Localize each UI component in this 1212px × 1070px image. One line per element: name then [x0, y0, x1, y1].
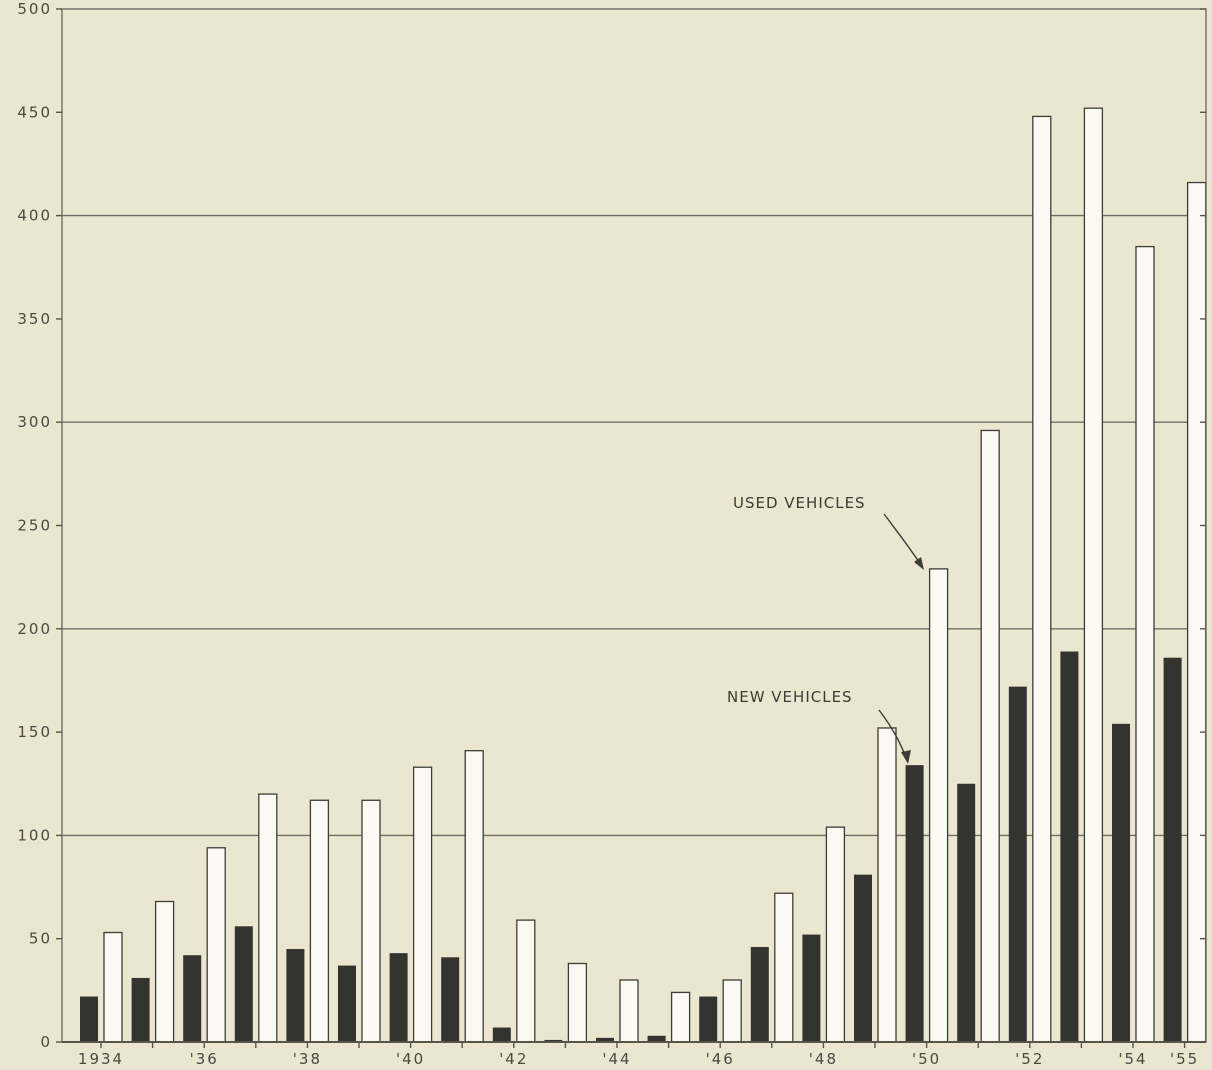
bar-new-vehicles-1943 — [544, 1039, 563, 1042]
x-tick-label-1942: '42 — [499, 1050, 528, 1068]
x-tick-label-1955: '55 — [1170, 1050, 1199, 1068]
bar-new-vehicles-1938 — [286, 949, 305, 1042]
y-tick-label-200: 200 — [17, 620, 52, 638]
bar-used-vehicles-1941 — [464, 750, 484, 1043]
y-tick-label-400: 400 — [17, 207, 52, 225]
bar-new-vehicles-1946 — [699, 996, 718, 1042]
bar-used-vehicles-1935 — [154, 900, 175, 1043]
bar-new-vehicles-1939 — [338, 965, 356, 1042]
bar-new-vehicles-1936 — [183, 955, 202, 1042]
bar-new-vehicles-1949 — [854, 874, 872, 1042]
x-tick-label-1936: '36 — [190, 1050, 219, 1068]
bar-used-vehicles-1945 — [670, 991, 691, 1043]
x-tick-label-1950: '50 — [912, 1050, 941, 1068]
x-tick-label-1938: '38 — [293, 1050, 322, 1068]
annotation-new-vehicles: NEW VEHICLES — [727, 688, 853, 706]
bar-new-vehicles-1947 — [750, 946, 769, 1042]
bar-new-vehicles-1940 — [389, 953, 408, 1042]
bar-used-vehicles-1953 — [1083, 107, 1104, 1043]
bar-used-vehicles-1938 — [309, 799, 330, 1043]
bar-used-vehicles-1937 — [258, 793, 278, 1043]
bar-used-vehicles-1934 — [103, 931, 123, 1043]
x-tick-label-1946: '46 — [706, 1050, 735, 1068]
x-tick-label-1952: '52 — [1015, 1050, 1044, 1068]
bar-used-vehicles-1940 — [412, 766, 433, 1043]
bar-new-vehicles-1942 — [492, 1027, 511, 1042]
y-axis-ticks: 0 50 100 150 200 250 300 350 400 450 500 — [17, 0, 1206, 1051]
bar-new-vehicles-1954 — [1112, 723, 1130, 1042]
bar-new-vehicles-1944 — [596, 1037, 614, 1042]
y-tick-label-0: 0 — [40, 1033, 52, 1051]
bar-new-vehicles-1937 — [234, 926, 253, 1042]
bar-used-vehicles-1943 — [567, 962, 588, 1043]
annotation-used-vehicles-arrow — [883, 513, 923, 567]
bar-new-vehicles-1952 — [1008, 686, 1027, 1042]
bar-new-vehicles-1945 — [647, 1035, 666, 1042]
annotation-used-vehicles-arrowhead — [914, 557, 924, 570]
bar-new-vehicles-1948 — [802, 934, 821, 1042]
bar-new-vehicles-1950 — [905, 765, 924, 1042]
bar-used-vehicles-1946 — [722, 979, 742, 1043]
bar-used-vehicles-1951 — [980, 429, 1000, 1043]
bar-new-vehicles-1955 — [1163, 657, 1182, 1042]
bar-used-vehicles-1955 — [1186, 181, 1207, 1043]
y-tick-label-300: 300 — [17, 413, 52, 431]
annotation-new-vehicles-arrowhead — [901, 750, 911, 764]
annotations: USED VEHICLES NEW VEHICLES — [727, 494, 924, 764]
bar-new-vehicles-1941 — [441, 957, 460, 1042]
y-tick-label-150: 150 — [17, 723, 52, 741]
bar-used-vehicles-1949 — [877, 727, 897, 1043]
annotation-used-vehicles: USED VEHICLES — [733, 494, 866, 512]
bar-used-vehicles-1954 — [1135, 245, 1155, 1043]
bar-new-vehicles-1953 — [1060, 651, 1079, 1042]
bar-used-vehicles-1950 — [928, 568, 949, 1043]
bar-new-vehicles-1951 — [957, 783, 976, 1042]
bars — [80, 107, 1207, 1043]
bar-new-vehicles-1935 — [131, 977, 150, 1042]
x-axis-ticks: 1934 '36 '38 '40 '42 '44 '46 '48 '50 '52 '54 '55 — [78, 1042, 1199, 1068]
y-tick-label-500: 500 — [17, 0, 52, 18]
bar-used-vehicles-1944 — [619, 979, 639, 1043]
y-tick-label-350: 350 — [17, 310, 52, 328]
bar-used-vehicles-1952 — [1032, 115, 1052, 1043]
bar-used-vehicles-1947 — [774, 892, 794, 1043]
bar-used-vehicles-1936 — [206, 847, 226, 1043]
x-tick-label-1934: 1934 — [78, 1050, 124, 1068]
x-tick-label-1944: '44 — [602, 1050, 631, 1068]
bar-used-vehicles-1942 — [516, 919, 536, 1043]
y-tick-label-50: 50 — [29, 930, 52, 948]
bar-used-vehicles-1948 — [825, 826, 846, 1043]
bar-new-vehicles-1934 — [80, 996, 98, 1042]
x-tick-label-1940: '40 — [396, 1050, 425, 1068]
y-tick-label-100: 100 — [17, 826, 52, 844]
y-tick-label-450: 450 — [17, 103, 52, 121]
bar-used-vehicles-1939 — [361, 799, 381, 1043]
y-tick-label-250: 250 — [17, 517, 52, 535]
x-tick-label-1948: '48 — [809, 1050, 838, 1068]
x-tick-label-1954: '54 — [1118, 1050, 1147, 1068]
